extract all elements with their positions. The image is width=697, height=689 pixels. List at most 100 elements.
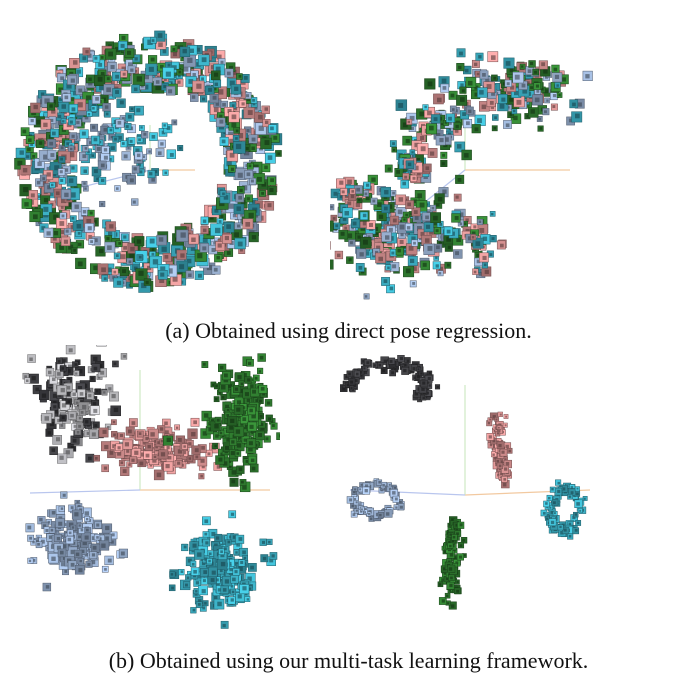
image-thumbnail-point <box>210 223 223 237</box>
image-thumbnail-point <box>71 201 82 213</box>
image-thumbnail-point <box>129 456 138 464</box>
image-thumbnail-point <box>93 454 100 462</box>
image-thumbnail-point <box>353 370 361 378</box>
image-thumbnail-point <box>90 405 100 415</box>
caption-a: (a) Obtained using direct pose regressio… <box>165 318 532 343</box>
image-thumbnail-point <box>547 504 553 511</box>
image-thumbnail-point <box>120 353 128 360</box>
image-thumbnail-point <box>100 152 110 162</box>
image-thumbnail-point <box>457 521 465 529</box>
image-thumbnail-point <box>252 374 260 382</box>
image-thumbnail-point <box>445 113 455 123</box>
image-thumbnail-point <box>209 94 219 104</box>
image-thumbnail-point <box>153 469 165 481</box>
image-thumbnail-point <box>440 151 448 159</box>
image-thumbnail-point <box>407 255 418 266</box>
image-thumbnail-point <box>275 150 282 157</box>
image-thumbnail-point <box>109 391 119 402</box>
image-thumbnail-point <box>102 102 111 112</box>
image-thumbnail-point <box>496 425 502 430</box>
image-thumbnail-point <box>174 424 180 431</box>
image-thumbnail-point <box>156 234 167 246</box>
image-thumbnail-point <box>552 72 563 83</box>
image-thumbnail-point <box>92 421 100 429</box>
image-thumbnail-point <box>233 549 240 556</box>
image-thumbnail-point <box>105 48 117 60</box>
image-thumbnail-point <box>234 222 242 230</box>
image-thumbnail-point <box>481 262 489 269</box>
image-thumbnail-point <box>415 200 428 212</box>
image-thumbnail-point <box>119 266 130 277</box>
image-thumbnail-point <box>111 268 119 276</box>
image-thumbnail-point <box>120 466 130 476</box>
image-thumbnail-point <box>387 482 392 488</box>
image-thumbnail-point <box>448 574 455 582</box>
image-thumbnail-point <box>207 550 214 557</box>
image-thumbnail-point <box>244 376 252 384</box>
image-thumbnail-point <box>42 582 52 592</box>
image-thumbnail-point <box>486 433 495 441</box>
image-thumbnail-point <box>27 557 34 564</box>
image-thumbnail-point <box>63 448 74 459</box>
image-thumbnail-point <box>330 220 334 232</box>
image-thumbnail-point <box>456 48 466 58</box>
image-thumbnail-point <box>472 268 479 275</box>
image-thumbnail-point <box>569 99 579 109</box>
image-thumbnail-point <box>80 166 89 175</box>
image-thumbnail-point <box>222 442 233 452</box>
image-thumbnail-point <box>28 190 38 200</box>
image-thumbnail-point <box>349 385 355 391</box>
image-thumbnail-point <box>491 451 498 458</box>
image-thumbnail-point <box>211 265 221 275</box>
image-thumbnail-point <box>405 200 415 210</box>
image-thumbnail-point <box>348 378 356 386</box>
image-thumbnail-point <box>58 505 65 512</box>
image-thumbnail-point <box>433 93 444 105</box>
image-thumbnail-point <box>129 418 138 427</box>
image-thumbnail-point <box>213 598 225 610</box>
image-thumbnail-point <box>238 380 245 387</box>
image-thumbnail-point <box>70 215 77 222</box>
image-thumbnail-point <box>93 534 101 541</box>
image-thumbnail-point <box>81 180 88 187</box>
image-thumbnail-point <box>74 565 85 575</box>
image-thumbnail-point <box>453 122 462 130</box>
image-thumbnail-point <box>340 188 348 196</box>
image-thumbnail-point <box>455 174 465 184</box>
image-thumbnail-point <box>257 413 264 420</box>
image-thumbnail-point <box>503 414 509 419</box>
image-thumbnail-point <box>35 178 44 187</box>
image-thumbnail-point <box>496 441 505 449</box>
image-thumbnail-point <box>101 565 109 573</box>
image-thumbnail-point <box>82 47 91 56</box>
image-thumbnail-point <box>88 238 96 245</box>
image-thumbnail-point <box>555 479 562 486</box>
image-thumbnail-point <box>57 168 66 176</box>
image-thumbnail-point <box>496 240 506 250</box>
image-thumbnail-point <box>27 534 35 542</box>
image-thumbnail-point <box>215 117 226 128</box>
image-thumbnail-point <box>463 65 472 75</box>
image-thumbnail-point <box>491 74 498 82</box>
image-thumbnail-point <box>448 90 458 100</box>
image-thumbnail-point <box>423 222 434 233</box>
image-thumbnail-point <box>115 119 125 128</box>
image-thumbnail-point <box>453 249 463 259</box>
image-thumbnail-point <box>330 259 334 270</box>
image-thumbnail-point <box>218 363 227 372</box>
image-thumbnail-point <box>350 218 360 228</box>
image-thumbnail-point <box>77 558 84 565</box>
image-thumbnail-point <box>249 177 257 186</box>
image-thumbnail-point <box>175 78 184 87</box>
image-thumbnail-point <box>66 529 74 537</box>
image-thumbnail-point <box>116 98 126 108</box>
image-thumbnail-point <box>79 409 86 416</box>
image-thumbnail-point <box>519 63 526 70</box>
image-thumbnail-point <box>200 568 210 578</box>
image-thumbnail-point <box>67 560 77 570</box>
image-thumbnail-point <box>571 111 583 123</box>
image-thumbnail-point <box>501 476 508 483</box>
image-thumbnail-point <box>249 463 259 473</box>
image-thumbnail-point <box>121 233 129 242</box>
image-thumbnail-point <box>418 370 424 376</box>
